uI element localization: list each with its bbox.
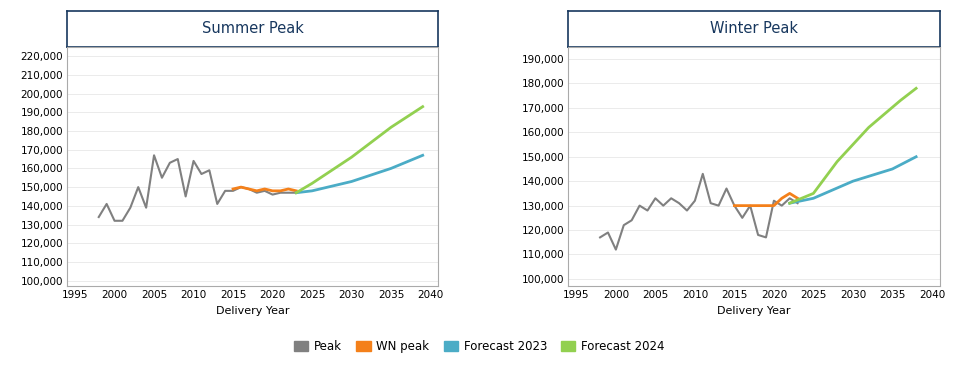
X-axis label: Delivery Year: Delivery Year: [717, 306, 791, 316]
Text: Winter Peak: Winter Peak: [711, 21, 798, 36]
Legend: Peak, WN peak, Forecast 2023, Forecast 2024: Peak, WN peak, Forecast 2023, Forecast 2…: [290, 335, 669, 357]
X-axis label: Delivery Year: Delivery Year: [216, 306, 290, 316]
Text: Summer Peak: Summer Peak: [202, 21, 304, 36]
